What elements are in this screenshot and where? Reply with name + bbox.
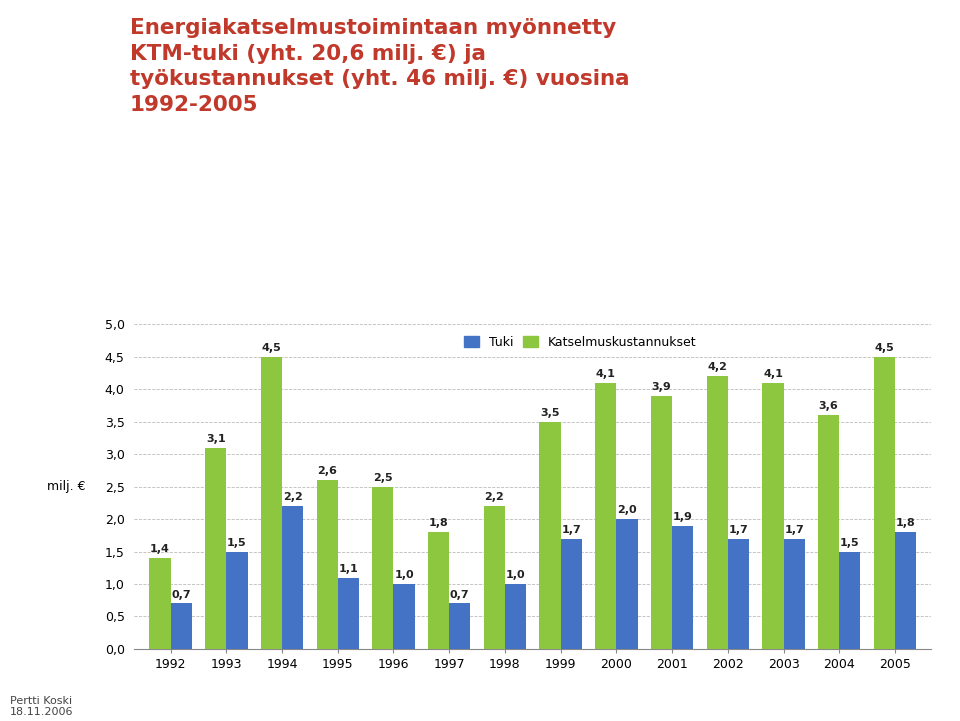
Bar bbox=[783, 539, 804, 649]
Text: 1,7: 1,7 bbox=[562, 525, 581, 535]
Text: Energiakatselmustoimintaan myönnetty
KTM-tuki (yht. 20,6 milj. €) ja
työkustannu: Energiakatselmustoimintaan myönnetty KTM… bbox=[130, 18, 629, 115]
Bar bbox=[818, 415, 839, 649]
Bar bbox=[150, 558, 171, 649]
Bar bbox=[372, 487, 394, 649]
Bar bbox=[261, 357, 282, 649]
Text: 2,0: 2,0 bbox=[617, 505, 636, 516]
Text: 2,6: 2,6 bbox=[317, 466, 337, 477]
Bar bbox=[449, 603, 470, 649]
Text: 4,5: 4,5 bbox=[875, 343, 895, 353]
Bar bbox=[762, 383, 783, 649]
Bar bbox=[317, 480, 338, 649]
Bar bbox=[540, 422, 561, 649]
Text: 1,4: 1,4 bbox=[150, 544, 170, 554]
Bar bbox=[171, 603, 192, 649]
Text: 1,8: 1,8 bbox=[896, 518, 916, 528]
Text: Pertti Koski
18.11.2006: Pertti Koski 18.11.2006 bbox=[10, 696, 73, 717]
Text: 1,0: 1,0 bbox=[506, 570, 525, 580]
Bar bbox=[505, 584, 526, 649]
Legend: Tuki, Katselmuskustannukset: Tuki, Katselmuskustannukset bbox=[459, 331, 702, 354]
Text: 3,6: 3,6 bbox=[819, 402, 838, 412]
Text: 4,1: 4,1 bbox=[763, 369, 783, 379]
Bar bbox=[616, 519, 637, 649]
Text: 1,0: 1,0 bbox=[395, 570, 414, 580]
Text: 1,8: 1,8 bbox=[429, 518, 448, 528]
Text: 1,7: 1,7 bbox=[784, 525, 804, 535]
Bar bbox=[561, 539, 582, 649]
Text: 2,5: 2,5 bbox=[373, 473, 393, 483]
Text: 1,1: 1,1 bbox=[339, 564, 358, 574]
Bar bbox=[205, 448, 227, 649]
Bar bbox=[839, 552, 860, 649]
Y-axis label: milj. €: milj. € bbox=[46, 480, 85, 493]
Bar bbox=[428, 532, 449, 649]
Bar bbox=[394, 584, 415, 649]
Text: 3,1: 3,1 bbox=[206, 434, 226, 444]
Bar bbox=[895, 532, 916, 649]
Bar bbox=[595, 383, 616, 649]
Bar bbox=[338, 578, 359, 649]
Bar bbox=[227, 552, 248, 649]
Text: 4,5: 4,5 bbox=[261, 343, 281, 353]
Bar bbox=[672, 526, 693, 649]
Text: 2,2: 2,2 bbox=[283, 492, 302, 503]
Text: Motiva: Motiva bbox=[22, 32, 103, 51]
Bar bbox=[728, 539, 749, 649]
Text: 1,5: 1,5 bbox=[228, 538, 247, 548]
Text: 1,9: 1,9 bbox=[673, 512, 692, 522]
Text: 0,7: 0,7 bbox=[172, 590, 191, 600]
Text: 3,5: 3,5 bbox=[540, 408, 560, 418]
Bar bbox=[707, 376, 728, 649]
Text: 2,2: 2,2 bbox=[485, 492, 504, 503]
Text: 1,7: 1,7 bbox=[729, 525, 748, 535]
Text: 1,5: 1,5 bbox=[840, 538, 859, 548]
Bar bbox=[874, 357, 895, 649]
Text: 0,7: 0,7 bbox=[450, 590, 469, 600]
Bar bbox=[282, 506, 303, 649]
Text: 4,1: 4,1 bbox=[596, 369, 615, 379]
Text: 3,9: 3,9 bbox=[652, 382, 671, 392]
Bar bbox=[484, 506, 505, 649]
Bar bbox=[651, 396, 672, 649]
Text: 4,2: 4,2 bbox=[708, 363, 727, 373]
